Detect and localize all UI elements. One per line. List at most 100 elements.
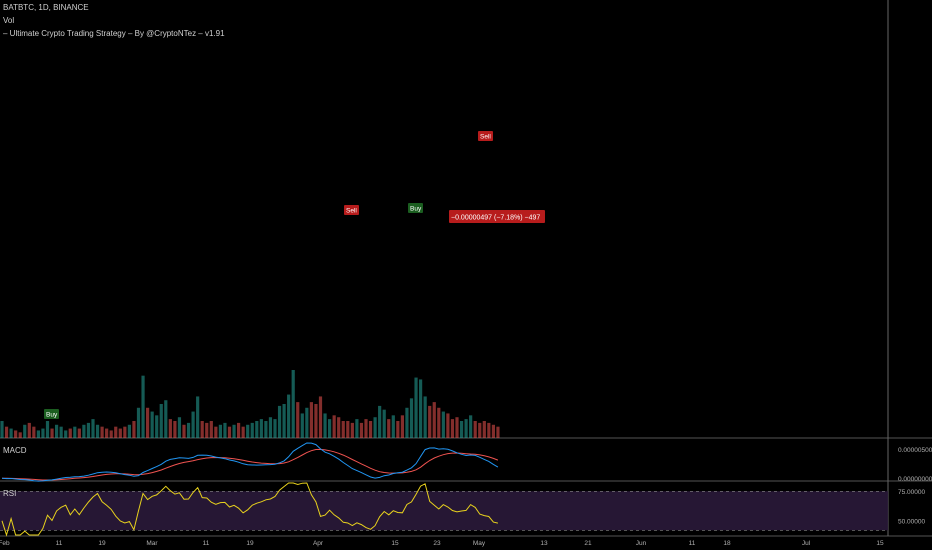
- volume-bar: [491, 424, 495, 438]
- volume-bar: [191, 411, 195, 438]
- volume-bar: [355, 419, 359, 438]
- volume-bar: [132, 421, 136, 438]
- volume-bar: [268, 417, 273, 438]
- volume-bar: [387, 419, 391, 438]
- volume-bar: [478, 422, 482, 438]
- rsi-line: [1, 482, 499, 537]
- volume-bar: [214, 426, 218, 438]
- volume-bar: [337, 417, 341, 438]
- volume-bar: [341, 421, 345, 438]
- volume-bar: [264, 421, 268, 438]
- volume-bar: [18, 432, 22, 438]
- volume-bar: [36, 430, 40, 438]
- time-tick-label: 18: [723, 540, 731, 547]
- volume-bar: [373, 417, 377, 438]
- volume-bar: [196, 396, 200, 438]
- volume-bar: [296, 402, 300, 438]
- volume-bar: [419, 379, 423, 438]
- volume-bar: [391, 415, 395, 438]
- macd-tick-label: 0.00000500: [898, 447, 932, 454]
- volume-bar: [45, 421, 50, 438]
- time-tick-label: 23: [433, 540, 441, 547]
- sell-signal-label: Sell: [346, 208, 357, 215]
- buy-signal-label: Buy: [46, 412, 58, 419]
- volume-bar: [50, 428, 54, 438]
- macd-tick-label: 0.00000000: [898, 476, 932, 483]
- volume-bar: [382, 409, 386, 438]
- volume-bar: [250, 422, 254, 438]
- volume-label: Vol: [3, 16, 15, 25]
- volume-bar: [469, 415, 473, 438]
- time-tick-label: Jun: [636, 540, 647, 547]
- buy-signal-tag: [408, 203, 423, 213]
- volume-bar: [259, 419, 263, 438]
- volume-bar: [9, 428, 13, 438]
- volume-bar: [232, 424, 236, 438]
- volume-bar: [273, 419, 277, 438]
- rsi-band: [0, 491, 888, 531]
- time-tick-label: 11: [689, 540, 696, 547]
- time-tick-label: Apr: [313, 540, 324, 547]
- volume-bar: [68, 428, 72, 438]
- volume-bar: [127, 424, 131, 438]
- volume-bar: [177, 417, 182, 438]
- macd-pane-label: MACD: [3, 446, 27, 455]
- volume-bar: [100, 426, 104, 438]
- volume-bar: [186, 422, 191, 438]
- volume-bar: [300, 413, 304, 438]
- volume-bar: [332, 415, 336, 438]
- volume-bar: [114, 426, 118, 438]
- buy-signal-label: Buy: [410, 206, 422, 213]
- volume-bar: [237, 422, 241, 438]
- volume-bar: [77, 428, 81, 438]
- time-tick-label: Jul: [802, 540, 811, 547]
- time-tick-label: 19: [246, 540, 254, 547]
- strategy-label: – Ultimate Crypto Trading Strategy – By …: [3, 29, 225, 38]
- volume-bar: [200, 421, 204, 438]
- volume-bar: [59, 426, 63, 438]
- rsi-pane-label: RSI: [3, 489, 17, 498]
- volume-bar: [0, 421, 4, 438]
- rsi-tick-label: 75.00000: [898, 489, 925, 496]
- volume-bar: [359, 422, 364, 438]
- volume-bar: [487, 422, 491, 438]
- volume-bar: [4, 426, 9, 438]
- sell-signal-tag: [344, 205, 359, 215]
- volume-bar: [155, 415, 159, 438]
- volume-bar: [182, 424, 186, 438]
- volume-bar: [27, 422, 31, 438]
- volume-bar: [409, 398, 414, 438]
- measure-label: −0.00000497 (−7.18%) −497: [451, 215, 540, 222]
- volume-bar: [64, 430, 68, 438]
- volume-bar: [282, 404, 286, 438]
- volume-bar: [141, 375, 145, 438]
- volume-bar: [73, 426, 77, 438]
- volume-bar: [364, 419, 368, 438]
- volume-bar: [227, 426, 232, 438]
- volume-bar: [41, 428, 45, 438]
- buy-signal-tag: [44, 409, 59, 419]
- volume-bar: [473, 421, 477, 438]
- volume-bar: [173, 421, 177, 438]
- volume-bar: [432, 402, 436, 438]
- volume-bar: [146, 407, 150, 438]
- volume-bar: [318, 396, 323, 438]
- volume-bar: [414, 377, 418, 438]
- volume-bar: [209, 421, 213, 438]
- volume-bar: [105, 428, 109, 438]
- volume-bar: [14, 430, 18, 438]
- volume-bar: [287, 394, 291, 438]
- volume-bar: [455, 417, 459, 438]
- time-tick-label: 19: [98, 540, 106, 547]
- volume-bar: [446, 413, 450, 438]
- volume-bar: [428, 405, 432, 438]
- measure-label-bg: [449, 210, 545, 223]
- volume-bar: [368, 421, 373, 438]
- volume-bar: [291, 370, 295, 438]
- volume-bar: [23, 424, 27, 438]
- volume-bar: [168, 419, 172, 438]
- volume-bar: [91, 419, 95, 438]
- volume-bar: [95, 424, 100, 438]
- volume-bar: [482, 421, 486, 438]
